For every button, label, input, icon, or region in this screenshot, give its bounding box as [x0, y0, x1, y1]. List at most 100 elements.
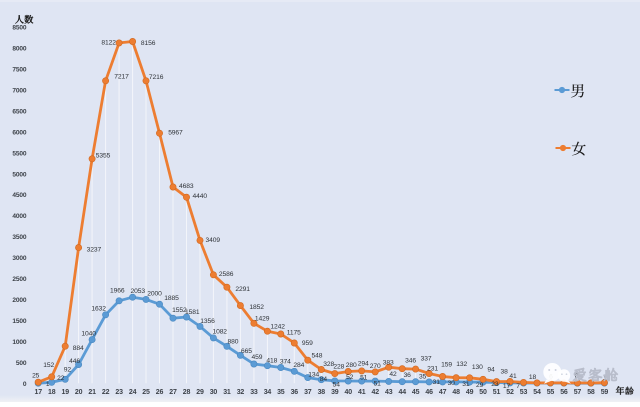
svg-text:3500: 3500: [12, 234, 26, 241]
svg-text:1082: 1082: [212, 329, 227, 336]
svg-text:51: 51: [493, 389, 501, 396]
svg-text:459: 459: [251, 354, 262, 361]
svg-text:18: 18: [48, 389, 56, 396]
svg-text:22: 22: [102, 389, 110, 396]
svg-text:1242: 1242: [270, 323, 285, 330]
svg-text:53: 53: [520, 389, 528, 396]
svg-text:5500: 5500: [12, 150, 26, 157]
svg-text:280: 280: [346, 362, 357, 369]
svg-text:2291: 2291: [235, 286, 250, 293]
svg-text:24: 24: [129, 389, 137, 396]
svg-text:4440: 4440: [193, 193, 208, 200]
svg-text:337: 337: [421, 356, 432, 363]
svg-text:54: 54: [533, 389, 541, 396]
svg-text:3409: 3409: [206, 237, 221, 244]
svg-text:1429: 1429: [255, 316, 270, 323]
svg-text:56: 56: [560, 389, 568, 396]
svg-text:7217: 7217: [114, 73, 129, 80]
svg-text:21: 21: [88, 389, 96, 396]
svg-text:45: 45: [412, 389, 420, 396]
svg-text:17: 17: [503, 383, 511, 390]
svg-text:30: 30: [448, 380, 456, 387]
svg-text:1581: 1581: [185, 309, 200, 316]
svg-text:1852: 1852: [249, 304, 264, 311]
svg-text:270: 270: [370, 363, 381, 370]
svg-text:94: 94: [487, 367, 495, 374]
svg-text:20: 20: [75, 389, 83, 396]
svg-text:4683: 4683: [179, 183, 194, 190]
svg-text:500: 500: [16, 360, 27, 367]
svg-text:132: 132: [456, 361, 467, 368]
svg-text:28: 28: [183, 389, 191, 396]
svg-text:29: 29: [476, 382, 484, 389]
svg-text:1966: 1966: [110, 287, 125, 294]
svg-text:328: 328: [323, 361, 334, 368]
svg-text:32: 32: [237, 389, 245, 396]
svg-text:41: 41: [358, 389, 366, 396]
svg-text:39: 39: [331, 389, 339, 396]
svg-text:3000: 3000: [12, 255, 26, 262]
svg-text:2053: 2053: [131, 288, 146, 295]
svg-text:54: 54: [333, 381, 341, 388]
svg-text:446: 446: [69, 358, 80, 365]
svg-text:884: 884: [73, 345, 84, 352]
svg-text:42: 42: [372, 389, 380, 396]
svg-text:8122: 8122: [101, 39, 116, 46]
svg-text:49: 49: [466, 389, 474, 396]
svg-text:35: 35: [419, 373, 427, 380]
svg-text:29: 29: [196, 389, 204, 396]
svg-text:346: 346: [405, 358, 416, 365]
svg-text:51: 51: [374, 381, 382, 388]
svg-text:0: 0: [23, 381, 27, 388]
svg-text:46: 46: [425, 389, 433, 396]
svg-text:41: 41: [509, 373, 517, 380]
svg-text:1175: 1175: [287, 330, 301, 337]
svg-text:19: 19: [62, 389, 70, 396]
svg-text:880: 880: [227, 338, 238, 345]
svg-text:11: 11: [603, 375, 610, 382]
svg-text:2586: 2586: [219, 271, 234, 278]
svg-text:40: 40: [345, 389, 353, 396]
svg-text:1552: 1552: [172, 307, 187, 314]
svg-text:6500: 6500: [12, 108, 26, 115]
svg-text:36: 36: [291, 389, 299, 396]
svg-text:7500: 7500: [12, 67, 26, 74]
svg-text:92: 92: [64, 366, 72, 373]
svg-text:36: 36: [404, 372, 412, 379]
svg-text:25: 25: [142, 389, 150, 396]
svg-text:2000: 2000: [147, 291, 162, 298]
svg-text:159: 159: [441, 362, 452, 369]
svg-text:134: 134: [308, 372, 319, 379]
svg-text:43: 43: [385, 389, 393, 396]
svg-text:34: 34: [264, 389, 272, 396]
svg-text:31: 31: [462, 381, 470, 388]
svg-text:7000: 7000: [12, 88, 26, 95]
svg-text:7216: 7216: [149, 74, 164, 81]
svg-text:57: 57: [574, 389, 582, 396]
svg-text:52: 52: [506, 389, 514, 396]
svg-text:31: 31: [433, 379, 441, 386]
svg-text:18: 18: [529, 374, 537, 381]
svg-text:231: 231: [427, 365, 438, 372]
svg-text:22: 22: [57, 375, 65, 382]
svg-text:44: 44: [399, 389, 407, 396]
svg-text:5355: 5355: [96, 153, 111, 160]
svg-text:4500: 4500: [12, 192, 26, 199]
svg-text:59: 59: [601, 389, 609, 396]
svg-text:55: 55: [547, 389, 555, 396]
svg-text:31: 31: [223, 389, 231, 396]
svg-text:84: 84: [320, 376, 328, 383]
svg-text:47: 47: [439, 389, 447, 396]
svg-text:35: 35: [277, 389, 285, 396]
svg-text:383: 383: [383, 360, 394, 367]
svg-text:25: 25: [32, 373, 40, 380]
svg-text:1500: 1500: [12, 318, 26, 325]
svg-text:38: 38: [500, 369, 508, 376]
svg-text:38: 38: [318, 389, 326, 396]
svg-text:23: 23: [491, 381, 499, 388]
svg-text:1: 1: [46, 381, 50, 388]
svg-text:42: 42: [389, 371, 397, 378]
svg-text:8500: 8500: [12, 25, 26, 32]
svg-text:26: 26: [156, 389, 164, 396]
svg-text:418: 418: [266, 358, 277, 365]
